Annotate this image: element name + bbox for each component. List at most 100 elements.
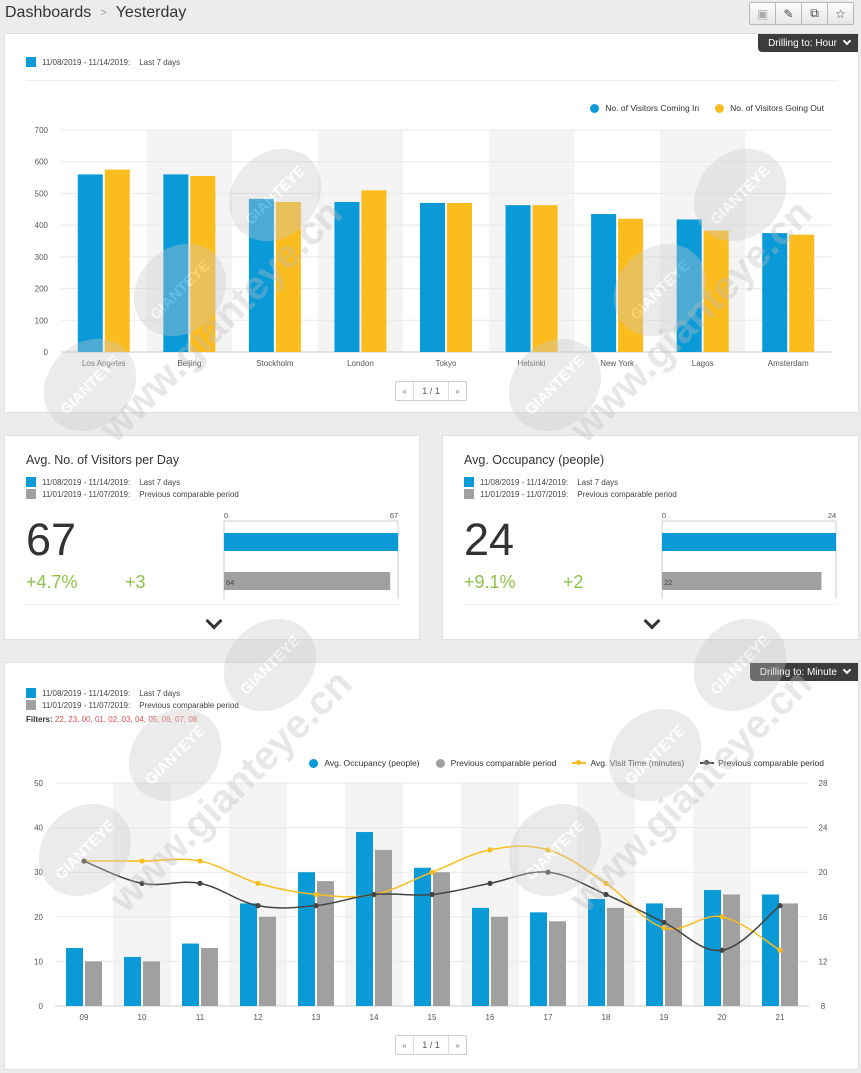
point-visit-time-previous[interactable] (139, 880, 145, 886)
current-period-swatch (26, 688, 36, 698)
y-right-tick-label: 20 (819, 868, 828, 877)
bar-occupancy-previous[interactable] (723, 894, 740, 1007)
kpi-previous-bar[interactable] (224, 572, 391, 590)
point-visit-time[interactable] (777, 947, 783, 953)
point-visit-time-previous[interactable] (603, 891, 609, 898)
legend-visitors-out[interactable]: No. of Visitors Going Out (715, 103, 824, 113)
kpi-current-bar[interactable] (224, 533, 398, 551)
point-visit-time-previous[interactable] (197, 880, 203, 886)
bar-going-out[interactable] (447, 202, 472, 352)
bar-going-out[interactable] (190, 175, 216, 352)
bar-occupancy-previous[interactable] (607, 907, 624, 1006)
bar-occupancy[interactable] (66, 948, 83, 1006)
expand-chevron-icon[interactable] (205, 612, 223, 630)
legend-visitors-in[interactable]: No. of Visitors Coming In (590, 103, 699, 113)
point-visit-time[interactable] (429, 869, 435, 875)
point-visit-time-previous[interactable] (719, 947, 725, 953)
pager: « 1 / 1 » (395, 381, 467, 401)
bar-occupancy[interactable] (704, 890, 721, 1006)
edit-button[interactable]: ✎ (775, 2, 802, 25)
bar-occupancy[interactable] (472, 907, 489, 1006)
bar-coming-in[interactable] (505, 205, 531, 352)
bar-coming-in[interactable] (77, 174, 103, 352)
legend-occupancy-previous[interactable]: Previous comparable period (435, 758, 556, 768)
save-button[interactable]: ▣ (749, 2, 776, 25)
filters-values[interactable]: 22, 23, 00, 01, 02, 03, 04, 05, 06, 07, … (54, 715, 198, 724)
prev-page-button[interactable]: « (402, 386, 407, 396)
point-visit-time[interactable] (545, 847, 551, 853)
bar-going-out[interactable] (532, 205, 558, 352)
bar-occupancy-previous[interactable] (781, 903, 798, 1006)
next-page-button[interactable]: » (455, 1040, 460, 1050)
bar-coming-in[interactable] (163, 174, 189, 352)
bar-going-out[interactable] (703, 230, 729, 352)
point-visit-time[interactable] (661, 925, 667, 931)
bar-occupancy-previous[interactable] (665, 907, 682, 1006)
bar-coming-in[interactable] (248, 198, 274, 352)
bar-coming-in[interactable] (334, 201, 360, 352)
point-visit-time-previous[interactable] (661, 919, 667, 925)
bar-occupancy-previous[interactable] (143, 961, 160, 1006)
bar-occupancy[interactable] (646, 903, 663, 1006)
kpi-current-bar[interactable] (662, 533, 836, 551)
bar-coming-in[interactable] (762, 233, 788, 352)
bar-occupancy[interactable] (124, 956, 141, 1006)
legend-label: No. of Visitors Going Out (730, 103, 824, 113)
legend-occupancy[interactable]: Avg. Occupancy (people) (309, 758, 420, 768)
point-visit-time-previous[interactable] (487, 880, 493, 886)
bar-occupancy-previous[interactable] (549, 921, 566, 1006)
y-tick-label: 100 (35, 316, 49, 325)
prev-page-button[interactable]: « (402, 1040, 407, 1050)
point-visit-time-previous[interactable] (371, 891, 377, 898)
expand-chevron-icon[interactable] (643, 612, 661, 630)
point-visit-time-previous[interactable] (545, 869, 551, 875)
point-visit-time[interactable] (255, 880, 261, 886)
bar-occupancy[interactable] (414, 867, 431, 1006)
bar-occupancy-previous[interactable] (317, 881, 334, 1006)
point-visit-time[interactable] (719, 914, 725, 920)
divider (464, 604, 837, 605)
legend-visit-time-previous[interactable]: Previous comparable period (700, 758, 824, 768)
y-left-tick-label: 40 (34, 824, 43, 833)
bar-occupancy[interactable] (530, 912, 547, 1006)
point-visit-time-previous[interactable] (777, 903, 783, 909)
bar-occupancy-previous[interactable] (201, 948, 218, 1006)
bar-occupancy[interactable] (182, 943, 199, 1006)
bar-occupancy-previous[interactable] (375, 849, 392, 1006)
bar-occupancy[interactable] (588, 898, 605, 1006)
bar-going-out[interactable] (361, 190, 387, 352)
bar-coming-in[interactable] (676, 219, 702, 352)
bar-going-out[interactable] (104, 169, 130, 352)
copy-button[interactable]: ⧉ (801, 2, 828, 25)
legend-visit-time[interactable]: Avg. Visit Time (minutes) (572, 758, 684, 768)
favorite-button[interactable]: ☆ (827, 2, 854, 25)
breadcrumb-dashboards[interactable]: Dashboards (5, 4, 92, 21)
bar-going-out[interactable] (275, 201, 301, 352)
y-left-tick-label: 10 (34, 957, 43, 966)
bar-occupancy-previous[interactable] (85, 961, 102, 1006)
point-visit-time[interactable] (197, 858, 203, 864)
drill-minute-dropdown[interactable]: Drilling to: Minute (749, 663, 858, 681)
point-visit-time[interactable] (139, 858, 145, 864)
kpi-previous-bar[interactable] (662, 572, 822, 590)
bar-occupancy-previous[interactable] (259, 916, 276, 1006)
bar-going-out[interactable] (618, 218, 644, 352)
bar-occupancy[interactable] (762, 894, 779, 1007)
bar-occupancy[interactable] (356, 832, 373, 1006)
legend-label: Avg. Occupancy (people) (324, 758, 420, 768)
bar-coming-in[interactable] (591, 214, 617, 352)
bar-occupancy-previous[interactable] (491, 916, 508, 1006)
bar-occupancy-previous[interactable] (433, 872, 450, 1006)
bar-coming-in[interactable] (420, 202, 445, 352)
point-visit-time-previous[interactable] (429, 891, 435, 898)
point-visit-time[interactable] (487, 847, 493, 853)
drill-hour-dropdown[interactable]: Drilling to: Hour (758, 34, 858, 52)
point-visit-time[interactable] (603, 880, 609, 886)
bar-going-out[interactable] (789, 234, 815, 352)
point-visit-time-previous[interactable] (81, 858, 87, 864)
point-visit-time-previous[interactable] (313, 903, 319, 909)
bar-occupancy[interactable] (240, 903, 257, 1006)
point-visit-time-previous[interactable] (255, 903, 261, 909)
point-visit-time[interactable] (313, 891, 319, 898)
next-page-button[interactable]: » (455, 386, 460, 396)
